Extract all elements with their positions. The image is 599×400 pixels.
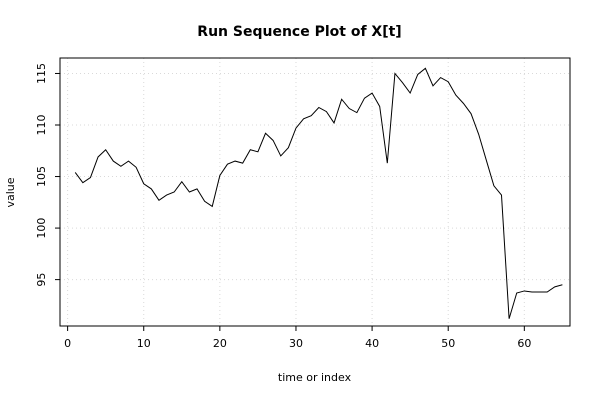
y-tick-label: 110 [35,115,48,136]
x-tick-label: 20 [213,337,227,350]
y-axis-label: value [4,177,17,207]
x-axis: 0 10 20 30 40 50 60 [64,326,531,350]
x-tick-label: 30 [289,337,303,350]
x-axis-label: time or index [278,371,352,384]
grid-lines [60,58,570,326]
y-tick-label: 105 [35,166,48,187]
y-tick-label: 115 [35,63,48,84]
y-tick-label: 95 [35,273,48,287]
x-tick-label: 60 [517,337,531,350]
x-tick-label: 50 [441,337,455,350]
x-tick-label: 40 [365,337,379,350]
series-line [74,67,563,319]
plot-frame [59,57,571,327]
y-axis: 95 100 105 110 115 [35,63,60,287]
chart-title: Run Sequence Plot of X[t] [197,24,401,40]
y-tick-label: 100 [35,218,48,239]
x-tick-label: 10 [137,337,151,350]
x-tick-label: 0 [64,337,71,350]
